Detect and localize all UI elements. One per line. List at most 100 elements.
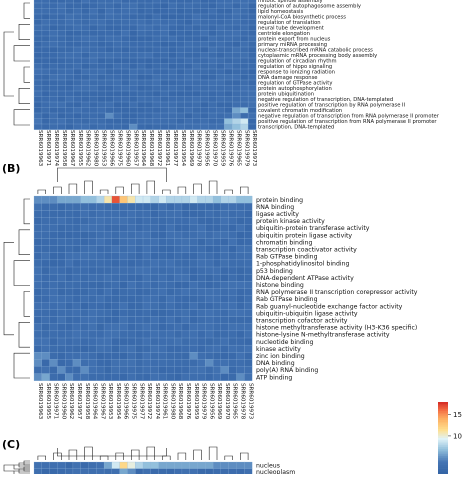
heatmap-cell	[220, 252, 229, 261]
heatmap-cell	[228, 266, 237, 275]
heatmap-cell	[119, 266, 128, 275]
heatmap-cell	[236, 224, 245, 232]
heatmap-cell	[33, 295, 43, 303]
heatmap-cell	[111, 344, 120, 353]
heatmap-cell	[224, 57, 233, 64]
heatmap-cell	[136, 30, 146, 37]
heatmap-cell	[216, 35, 225, 42]
heatmap-cell	[65, 468, 74, 476]
heatmap-cell	[236, 323, 245, 332]
heatmap-cell	[72, 259, 82, 268]
heatmap-cell	[73, 79, 82, 86]
heatmap-cell	[73, 96, 82, 103]
column-label: SRR6019978	[239, 383, 245, 420]
heatmap-cell	[176, 46, 185, 53]
heatmap-cell	[57, 245, 66, 254]
heatmap-cell	[181, 352, 191, 360]
heatmap-cell	[57, 107, 67, 114]
row-label: ubiquitin protein ligase activity	[256, 232, 352, 239]
heatmap-cell	[197, 252, 206, 261]
column-label: SRR6019975	[116, 130, 122, 167]
legend-gradient-step	[438, 425, 448, 428]
heatmap-cell	[80, 195, 89, 204]
heatmap-cell	[181, 266, 191, 275]
heatmap-cell	[96, 245, 105, 254]
heatmap-cell	[192, 57, 201, 64]
heatmap-cell	[33, 30, 43, 37]
heatmap-cell	[113, 8, 122, 15]
heatmap-cell	[88, 245, 97, 254]
heatmap-cell	[236, 245, 245, 254]
heatmap-cell	[111, 352, 120, 360]
heatmap-cell	[33, 195, 43, 204]
heatmap-cell	[212, 210, 222, 218]
heatmap-cell	[97, 79, 106, 86]
heatmap-cell	[236, 231, 245, 239]
heatmap-cell	[174, 309, 183, 318]
heatmap-cell	[181, 461, 191, 469]
legend-gradient-step	[438, 421, 448, 424]
heatmap-cell	[181, 302, 191, 310]
heatmap-cell	[228, 302, 237, 310]
heatmap-cell	[129, 118, 138, 125]
heatmap-cell	[197, 352, 206, 360]
heatmap-cell	[228, 224, 237, 232]
heatmap-cell	[220, 224, 229, 232]
heatmap-cell	[127, 309, 136, 318]
heatmap-cell	[73, 52, 82, 59]
heatmap-cell	[57, 231, 66, 239]
heatmap-cell	[208, 52, 217, 59]
heatmap-cell	[73, 24, 82, 31]
heatmap-cell	[166, 288, 175, 296]
legend-gradient-step	[438, 454, 448, 457]
heatmap-cell	[240, 96, 249, 103]
heatmap-cell	[33, 366, 43, 374]
heatmap-cell	[136, 90, 146, 97]
heatmap-cell	[168, 112, 178, 119]
heatmap-cell	[41, 85, 51, 92]
heatmap-cell	[142, 288, 152, 296]
heatmap-cell	[240, 123, 249, 130]
heatmap-cell	[150, 231, 159, 239]
column-dendrogram-branch	[115, 452, 124, 460]
column-label: SRR6019973	[251, 130, 257, 167]
legend-gradient-step	[438, 420, 448, 423]
heatmap-cell	[192, 41, 201, 48]
heatmap-cell	[80, 330, 89, 339]
heatmap-cell	[65, 273, 74, 282]
heatmap-cell	[33, 309, 43, 318]
heatmap-cell	[142, 330, 152, 339]
heatmap-cell	[49, 373, 58, 381]
heatmap-cell	[103, 302, 113, 310]
heatmap-cell	[88, 337, 97, 346]
heatmap-cell	[144, 35, 154, 42]
heatmap-cell	[220, 210, 229, 218]
heatmap-cell	[57, 468, 66, 476]
heatmap-cell	[236, 252, 245, 261]
heatmap-cell	[49, 85, 59, 92]
heatmap-cell	[160, 35, 170, 42]
heatmap-cell	[216, 30, 225, 37]
heatmap-cell	[33, 316, 43, 325]
heatmap-cell	[212, 468, 222, 476]
heatmap-cell	[244, 373, 253, 381]
row-dendrogram-branch	[18, 24, 30, 40]
heatmap-cell	[166, 461, 175, 469]
heatmap-cell	[205, 359, 214, 367]
heatmap-cell	[73, 63, 82, 70]
heatmap-cell	[103, 224, 113, 232]
heatmap-cell	[127, 252, 136, 261]
row-dendrogram-branch	[13, 260, 30, 286]
heatmap-cell	[240, 68, 249, 75]
heatmap-cell	[174, 295, 183, 303]
heatmap-cell	[127, 344, 136, 353]
column-label: SRR6019970	[212, 130, 218, 167]
heatmap-cell	[247, 30, 257, 37]
heatmap-cell	[181, 224, 191, 232]
heatmap-cell	[244, 295, 253, 303]
heatmap-cell	[244, 195, 253, 204]
heatmap-cell	[168, 107, 178, 114]
heatmap-cell	[189, 238, 198, 247]
column-label: SRR6019962	[68, 383, 74, 419]
heatmap-cell	[158, 373, 167, 381]
